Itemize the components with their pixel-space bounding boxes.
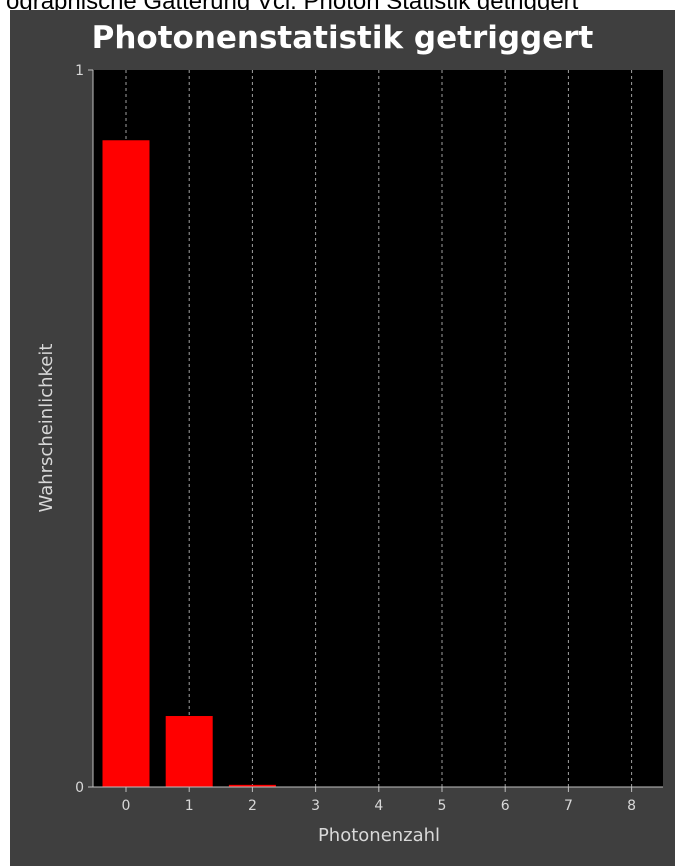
x-tick-label-8: 8 [627,798,636,814]
x-tick-label-5: 5 [438,798,447,814]
y-axis-label: Wahrscheinlichkeit [36,344,57,513]
bar-0 [102,140,150,788]
bar-1 [165,716,213,787]
bars [102,140,276,788]
chart-title: Photonenstatistik getriggert [91,20,594,56]
x-tick-label-0: 0 [122,798,131,814]
y-tick-labels: 01 [75,63,93,796]
plot-area [93,70,663,787]
x-tick-label-1: 1 [185,798,194,814]
x-axis-label: Photonenzahl [318,825,440,846]
x-tick-label-2: 2 [248,798,257,814]
y-tick-label-1: 1 [75,63,84,79]
x-tick-label-7: 7 [564,798,573,814]
bar-2 [228,784,276,787]
x-tick-label-6: 6 [501,798,510,814]
y-tick-label-0: 0 [75,780,84,796]
x-tick-labels: 0 1 2 3 4 5 6 7 8 [122,787,636,814]
x-tick-label-3: 3 [311,798,320,814]
x-tick-label-4: 4 [374,798,383,814]
